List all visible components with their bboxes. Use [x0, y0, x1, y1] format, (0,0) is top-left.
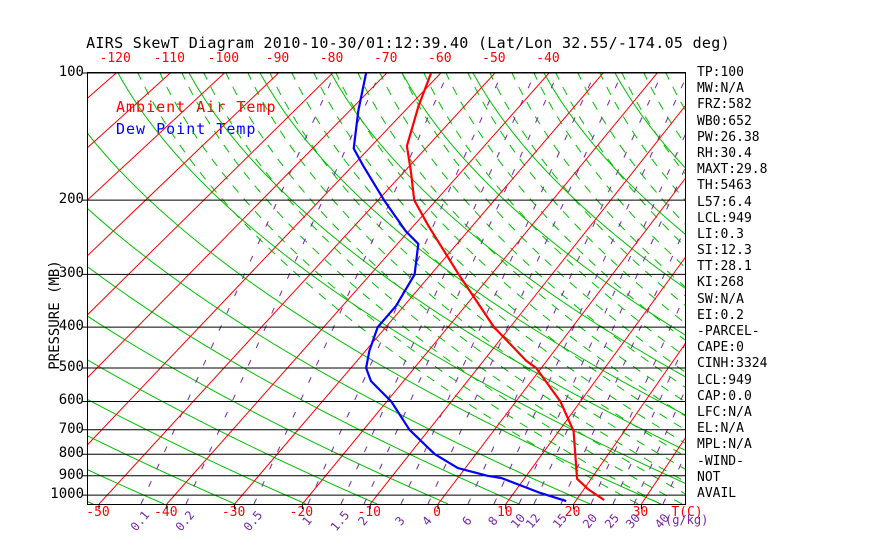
stats-row: MPL:N/A	[697, 437, 752, 453]
stats-row: LCL:949	[697, 372, 752, 388]
pressure-tick-label: 1000	[50, 486, 84, 503]
stats-row: PW:26.38	[697, 129, 760, 145]
stats-row: -WIND-	[697, 453, 744, 469]
stats-row: AVAIL	[697, 485, 737, 501]
stats-panel: TP:100 MW:N/A FRZ:582 WB0:652 PW:26.38 RH:30.…	[697, 65, 767, 501]
mixing-ratio-label: 4	[419, 513, 435, 529]
top-axis-temp-label: -50	[482, 51, 506, 66]
bottom-axis-temp-label: 30	[632, 505, 649, 520]
stats-row: RH:30.4	[697, 145, 752, 161]
stats-row: EL:N/A	[697, 421, 744, 437]
dew-point-curve	[352, 73, 567, 503]
mixing-ratio-lines	[140, 73, 685, 504]
pressure-tick-label: 500	[58, 359, 84, 376]
bottom-axis-temp-label: 0	[433, 505, 441, 520]
legend-dew-point-temp: Dew Point Temp	[116, 120, 257, 138]
mixing-ratio-label: 20	[579, 510, 601, 532]
stats-row: TT:28.1	[697, 259, 752, 275]
pressure-tick-label: 700	[58, 420, 84, 437]
top-axis-temp-label: -40	[536, 51, 560, 66]
stats-row: CINH:3324	[697, 356, 768, 372]
stats-row: EI:0.2	[697, 307, 744, 323]
pressure-tick-label: 300	[58, 265, 84, 282]
pressure-tick-label: 400	[58, 318, 84, 335]
stats-row: LI:0.3	[697, 226, 744, 242]
top-axis-temp-label: -80	[319, 51, 344, 66]
ambient-temp-curve	[405, 73, 605, 501]
mixing-ratio-label: 12	[522, 510, 544, 532]
skewt-grid-and-curves	[82, 72, 685, 509]
legend-ambient-air-temp: Ambient Air Temp	[116, 98, 277, 116]
top-axis-temp-label: -70	[373, 51, 398, 66]
pressure-tick-label: 900	[58, 466, 84, 483]
stats-row: SW:N/A	[697, 291, 744, 307]
stats-row: KI:268	[697, 275, 744, 291]
stats-row: CAP:0.0	[697, 388, 752, 404]
pressure-tick-label: 100	[58, 64, 84, 80]
pressure-tick-label: 800	[58, 445, 84, 462]
stats-row: LFC:N/A	[697, 404, 752, 420]
pressure-tick-label: 600	[58, 392, 84, 409]
bottom-axis-temp-label: -30	[221, 505, 246, 520]
stats-row: MAXT:29.8	[697, 162, 768, 178]
mixing-ratio-label: 25	[601, 510, 623, 532]
top-axis-temp-label: -110	[153, 51, 185, 66]
mixing-ratio-label: 3	[392, 513, 408, 529]
temp-unit-label: T(C)	[671, 505, 703, 520]
stats-row: WB0:652	[697, 113, 752, 129]
pressure-tick-label: 200	[58, 191, 84, 208]
dry-adiabat-lines	[88, 73, 685, 504]
axis-ticks	[98, 504, 642, 509]
stats-row: CAPE:0	[697, 340, 744, 356]
stats-row: L57:6.4	[697, 194, 752, 210]
skewt-plot-area	[82, 72, 686, 509]
stats-row: -PARCEL-	[697, 324, 760, 339]
stats-row: FRZ:582	[697, 97, 752, 113]
stats-row: TP:100	[697, 65, 744, 80]
bottom-axis-temp-label: -10	[357, 505, 381, 520]
mixing-ratio-label: 6	[459, 513, 475, 529]
mixing-ratio-unit-label: (g/kg)	[665, 513, 709, 527]
top-axis-temp-label: -120	[99, 51, 131, 66]
isotherm-lines	[88, 73, 685, 504]
stats-row: TH:5463	[697, 178, 752, 194]
bottom-axis-temp-label: -50	[86, 505, 110, 520]
bottom-axis-temp-label: -40	[154, 505, 178, 520]
mixing-ratio-label: 1.5	[327, 508, 353, 534]
mixing-ratio-label: 0.1	[127, 508, 153, 534]
stats-row: MW:N/A	[697, 81, 744, 97]
stats-row: SI:12.3	[697, 243, 752, 259]
stats-row: LCL:949	[697, 210, 752, 226]
bottom-axis-temp-label: 10	[496, 505, 513, 520]
top-axis-temp-label: -90	[265, 51, 290, 66]
top-axis-temp-label: -60	[428, 51, 452, 66]
page-title: AIRS SkewT Diagram 2010-10-30/01:12:39.4…	[86, 34, 730, 52]
moist-adiabat-lines	[137, 73, 685, 504]
bottom-axis-temp-label: -20	[289, 505, 314, 520]
bottom-axis-temp-label: 20	[564, 505, 581, 520]
top-axis-temp-label: -100	[207, 51, 240, 66]
stats-row: NOT	[697, 469, 721, 485]
